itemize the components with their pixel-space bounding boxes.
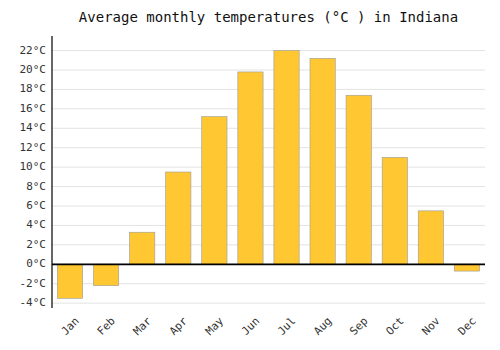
y-tick-label: -4°C <box>20 296 47 309</box>
x-axis: Jan Feb Mar Apr May Jun Jul Aug Sep Oct Nov Dec <box>59 314 479 338</box>
y-axis-line <box>51 36 52 308</box>
grid-line <box>52 147 485 148</box>
grid <box>52 51 485 304</box>
grid-line <box>52 167 485 168</box>
grid-line <box>52 50 485 51</box>
x-tick-label: May <box>203 314 227 338</box>
x-tick-label: Nov <box>419 314 443 338</box>
x-tick-label: Oct <box>383 315 406 338</box>
bar <box>130 232 155 264</box>
y-tick-label: 2°C <box>26 238 46 251</box>
grid-line <box>52 128 485 129</box>
grid-line <box>52 70 485 71</box>
page: {"chart_data": {"type": "bar", "title": … <box>0 0 500 350</box>
bar <box>238 72 263 264</box>
bar <box>346 95 371 264</box>
zero-line <box>52 263 485 265</box>
y-axis: -4°C -2°C 0°C 2°C 4°C 6°C 8°C 10°C 12°C 14°C 16°C 1… <box>20 44 47 310</box>
bar <box>166 172 191 264</box>
bar <box>310 58 335 264</box>
x-tick-label: Sep <box>347 315 370 338</box>
y-tick-label: 10°C <box>20 160 47 173</box>
grid-line <box>52 108 485 109</box>
title: Average monthly temperatures (°C ) in In… <box>79 9 458 25</box>
y-tick-label: 14°C <box>20 121 47 134</box>
x-tick-label: Jan <box>59 315 82 338</box>
bar <box>202 117 227 265</box>
bar <box>93 264 118 285</box>
y-tick-label: 8°C <box>26 180 46 193</box>
chart: -4°C -2°C 0°C 2°C 4°C 6°C 8°C 10°C 12°C 14°C 16°C 1… <box>0 0 500 350</box>
y-tick-label: 6°C <box>26 199 46 212</box>
y-tick-label: 18°C <box>20 82 47 95</box>
x-tick-label: Apr <box>167 314 191 338</box>
y-tick-label: 20°C <box>20 63 47 76</box>
grid-line <box>52 264 485 265</box>
x-tick-label: Dec <box>455 315 478 338</box>
x-tick-label: Mar <box>131 314 155 338</box>
bar <box>454 264 479 271</box>
grid-line <box>52 303 485 304</box>
bar <box>57 264 82 298</box>
x-tick-label: Feb <box>95 315 118 338</box>
grid-line <box>52 186 485 187</box>
grid-line <box>52 89 485 90</box>
y-tick-label: 16°C <box>20 102 47 115</box>
y-tick-label: 4°C <box>26 218 46 231</box>
bar <box>418 211 443 264</box>
y-tick-label: 22°C <box>20 44 47 57</box>
x-tick-label: Jun <box>239 315 262 338</box>
x-tick-label: Aug <box>311 315 334 338</box>
bar <box>274 51 299 265</box>
y-tick-label: 0°C <box>26 257 46 270</box>
y-tick-label: -2°C <box>20 277 47 290</box>
x-tick-label: Jul <box>275 315 298 338</box>
bar <box>382 157 407 264</box>
grid-line <box>52 206 485 207</box>
bars <box>57 51 479 299</box>
y-tick-label: 12°C <box>20 141 47 154</box>
